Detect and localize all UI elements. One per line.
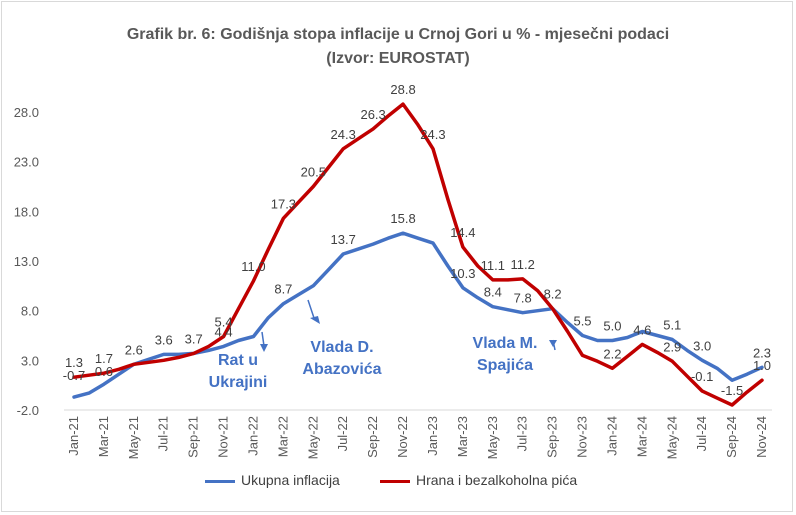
data-label-food: 1.3 bbox=[65, 355, 83, 370]
data-label-total: 0.6 bbox=[95, 364, 113, 379]
data-label-food: 4.6 bbox=[633, 322, 651, 337]
y-tick-label: 8.0 bbox=[21, 304, 39, 319]
data-label-food: 24.3 bbox=[331, 127, 356, 142]
x-tick-label: Jul-22 bbox=[335, 416, 350, 451]
x-tick-label: May-24 bbox=[664, 416, 679, 459]
y-tick-label: 18.0 bbox=[14, 204, 39, 219]
data-label-total: 3.6 bbox=[155, 332, 173, 347]
x-tick-label: Mar-21 bbox=[96, 416, 111, 457]
data-label-food: 17.3 bbox=[271, 196, 296, 211]
data-label-total: 10.3 bbox=[450, 266, 475, 281]
data-label-total: 5.1 bbox=[663, 317, 681, 332]
annotation-arrowhead bbox=[260, 344, 268, 352]
legend-swatch-red bbox=[380, 479, 410, 483]
data-label-food: 11.2 bbox=[511, 257, 535, 272]
legend-item-total: Ukupna inflacija bbox=[205, 472, 340, 488]
data-label-total: 15.8 bbox=[390, 211, 415, 226]
x-tick-label: Jan-23 bbox=[425, 416, 440, 456]
legend-label-food: Hrana i bezalkoholna pića bbox=[416, 472, 578, 488]
data-label-total: 8.7 bbox=[274, 282, 292, 297]
data-label-total: -0.7 bbox=[63, 368, 85, 383]
data-label-total: 7.8 bbox=[514, 291, 532, 306]
x-tick-label: Mar-23 bbox=[455, 416, 470, 457]
x-tick-label: Sep-23 bbox=[545, 416, 560, 458]
x-tick-label: Sep-24 bbox=[724, 416, 739, 458]
data-label-total: 13.7 bbox=[331, 232, 356, 247]
x-tick-label: Jul-21 bbox=[156, 416, 171, 451]
x-tick-label: Jan-22 bbox=[245, 416, 260, 456]
data-label-food: 2.6 bbox=[125, 342, 143, 357]
x-tick-label: May-22 bbox=[305, 416, 320, 459]
data-label-total: 5.5 bbox=[573, 314, 591, 329]
data-label-food: 2.9 bbox=[663, 339, 681, 354]
legend-item-food: Hrana i bezalkoholna pića bbox=[380, 472, 577, 488]
chart-subtitle: (Izvor: EUROSTAT) bbox=[326, 50, 470, 67]
x-tick-label: Nov-24 bbox=[754, 416, 769, 458]
data-label-total: 8.4 bbox=[484, 285, 502, 300]
data-label-total: 5.0 bbox=[603, 318, 621, 333]
annotation-label: Rat u bbox=[218, 352, 258, 369]
legend-swatch-blue bbox=[205, 479, 235, 483]
x-tick-label: Jul-24 bbox=[694, 416, 709, 451]
annotation-arrowhead bbox=[310, 316, 320, 324]
annotation-arrow bbox=[261, 331, 265, 347]
data-label-food: 14.4 bbox=[450, 225, 475, 240]
y-tick-label: -2.0 bbox=[17, 403, 39, 418]
data-label-food: 1.7 bbox=[95, 351, 113, 366]
data-label-food: 3.7 bbox=[185, 331, 203, 346]
annotation-label: Spajića bbox=[477, 357, 533, 374]
annotation-label: Vlada D. bbox=[310, 339, 373, 356]
x-tick-label: Mar-24 bbox=[634, 416, 649, 457]
x-tick-label: Jan-21 bbox=[66, 416, 81, 456]
annotation-label: Vlada M. bbox=[473, 335, 538, 352]
data-label-total: 4.4 bbox=[215, 324, 233, 339]
annotation-label: Abazovića bbox=[302, 361, 381, 378]
annotation-label: Ukrajini bbox=[209, 374, 268, 391]
data-label-food: -0.1 bbox=[691, 369, 713, 384]
y-tick-label: 28.0 bbox=[14, 105, 39, 120]
x-tick-label: May-21 bbox=[126, 416, 141, 459]
y-tick-label: 3.0 bbox=[21, 353, 39, 368]
data-label-total: 3.0 bbox=[693, 338, 711, 353]
data-label-food: 11.1 bbox=[481, 258, 505, 273]
data-label-food: 11.0 bbox=[241, 259, 265, 274]
data-label-food: 24.3 bbox=[420, 127, 445, 142]
chart-title: Grafik br. 6: Godišnja stopa inflacije u… bbox=[126, 26, 670, 43]
data-label-food: -1.5 bbox=[721, 383, 743, 398]
annotation-arrowhead bbox=[549, 340, 557, 347]
series-line-total bbox=[72, 231, 764, 399]
x-tick-label: Jan-24 bbox=[604, 416, 619, 456]
data-label-food: 5.4 bbox=[215, 314, 233, 329]
y-tick-label: 23.0 bbox=[14, 155, 39, 170]
x-tick-label: May-23 bbox=[485, 416, 500, 459]
annotation-arrow bbox=[307, 299, 315, 319]
x-tick-label: Mar-22 bbox=[275, 416, 290, 457]
x-tick-label: Jul-23 bbox=[515, 416, 530, 451]
x-tick-label: Nov-22 bbox=[395, 416, 410, 458]
data-label-food: 1.0 bbox=[753, 358, 771, 373]
x-tick-label: Nov-23 bbox=[575, 416, 590, 458]
data-label-food: 26.3 bbox=[360, 107, 385, 122]
data-label-food: 8.2 bbox=[544, 287, 562, 302]
x-tick-label: Sep-22 bbox=[365, 416, 380, 458]
legend-label-total: Ukupna inflacija bbox=[241, 472, 340, 488]
x-tick-label: Sep-21 bbox=[186, 416, 201, 458]
data-label-food: 2.2 bbox=[603, 346, 621, 361]
data-label-total: 2.3 bbox=[753, 345, 771, 360]
y-tick-label: 13.0 bbox=[14, 254, 39, 269]
data-label-food: 20.5 bbox=[301, 165, 326, 180]
series-line-food bbox=[72, 102, 764, 407]
x-tick-label: Nov-21 bbox=[216, 416, 231, 458]
data-label-food: 28.8 bbox=[390, 82, 415, 97]
